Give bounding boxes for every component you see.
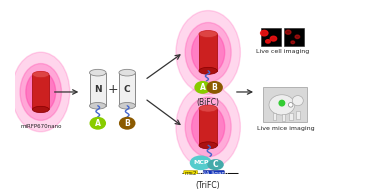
FancyBboxPatch shape — [184, 171, 197, 177]
Text: MCP: MCP — [193, 160, 209, 165]
Ellipse shape — [295, 35, 300, 39]
Bar — [282, 114, 285, 121]
Ellipse shape — [288, 103, 293, 107]
Ellipse shape — [199, 105, 217, 112]
Ellipse shape — [285, 30, 291, 34]
Bar — [89, 73, 106, 106]
Text: B: B — [124, 119, 130, 128]
Bar — [263, 87, 307, 122]
Bar — [297, 111, 300, 119]
Ellipse shape — [291, 41, 295, 44]
Ellipse shape — [12, 52, 70, 132]
FancyBboxPatch shape — [203, 171, 224, 177]
Text: miRFP670nano: miRFP670nano — [20, 124, 61, 129]
Bar — [119, 73, 135, 106]
Ellipse shape — [185, 97, 231, 157]
Text: RNA ligand: RNA ligand — [199, 171, 229, 176]
Text: (BiFC): (BiFC) — [197, 98, 220, 107]
Bar — [283, 28, 304, 46]
Bar — [261, 28, 281, 46]
Ellipse shape — [185, 22, 231, 82]
Ellipse shape — [199, 142, 217, 149]
Ellipse shape — [20, 64, 61, 120]
Text: (TriFC): (TriFC) — [196, 181, 220, 189]
Text: C: C — [213, 160, 218, 169]
Ellipse shape — [89, 69, 106, 76]
Ellipse shape — [190, 155, 212, 170]
Ellipse shape — [191, 105, 225, 148]
Text: A: A — [200, 83, 206, 92]
Ellipse shape — [261, 30, 268, 36]
Text: ms2: ms2 — [184, 171, 197, 176]
Ellipse shape — [89, 102, 106, 109]
Text: +: + — [107, 83, 118, 96]
Ellipse shape — [199, 67, 217, 74]
Ellipse shape — [176, 11, 240, 94]
Bar — [273, 112, 276, 120]
Ellipse shape — [194, 81, 211, 94]
Ellipse shape — [191, 31, 225, 74]
Bar — [33, 74, 49, 109]
Text: Live cell imaging: Live cell imaging — [256, 49, 309, 54]
Ellipse shape — [119, 102, 135, 109]
Ellipse shape — [266, 40, 270, 43]
Ellipse shape — [119, 69, 135, 76]
Ellipse shape — [206, 81, 223, 94]
Ellipse shape — [207, 159, 224, 170]
Ellipse shape — [89, 117, 106, 130]
Text: Live mice imaging: Live mice imaging — [257, 126, 314, 131]
Text: C: C — [124, 85, 131, 94]
Ellipse shape — [176, 85, 240, 169]
Ellipse shape — [199, 31, 217, 38]
Bar — [199, 108, 217, 145]
Bar — [289, 112, 293, 120]
Ellipse shape — [292, 96, 303, 106]
Ellipse shape — [279, 100, 285, 106]
Bar — [199, 34, 217, 71]
Ellipse shape — [269, 95, 295, 115]
Ellipse shape — [33, 71, 49, 78]
Ellipse shape — [270, 36, 277, 41]
Ellipse shape — [26, 71, 56, 112]
Text: A: A — [95, 119, 101, 128]
Ellipse shape — [33, 106, 49, 113]
Text: B: B — [212, 83, 217, 92]
Ellipse shape — [119, 117, 135, 130]
Text: N: N — [94, 85, 102, 94]
